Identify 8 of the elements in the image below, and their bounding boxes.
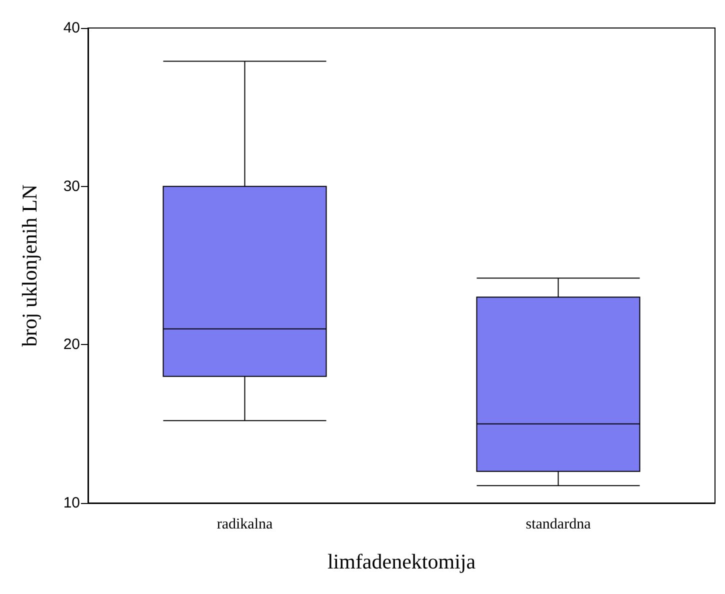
y-axis-title: broj uklonjenih LN bbox=[18, 184, 42, 347]
y-tick-label: 40 bbox=[63, 20, 80, 36]
y-tick-label: 30 bbox=[63, 178, 80, 195]
y-tick-label: 10 bbox=[63, 494, 80, 512]
x-tick-label: standardna bbox=[526, 516, 592, 532]
x-tick-label: radikalna bbox=[216, 516, 273, 532]
y-tick-label: 20 bbox=[63, 336, 80, 354]
x-axis-title: limfadenektomija bbox=[327, 550, 476, 574]
